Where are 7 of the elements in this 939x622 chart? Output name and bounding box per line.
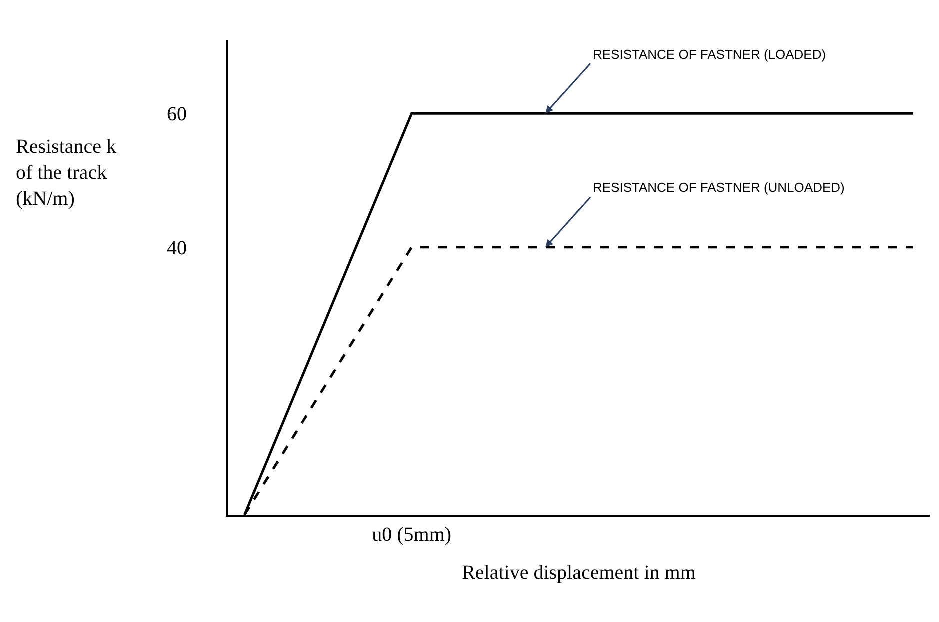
y-tick-label: 60 [167,104,187,126]
annotation: RESISTANCE OF FASTNER (LOADED) [593,47,826,62]
annotation: RESISTANCE OF FASTNER (UNLOADED) [593,180,845,195]
y-axis-title: Resistance k of the track (kN/m) [16,136,117,210]
x-axis-title: Relative displacement in mm [462,562,696,584]
y-tick-label: 40 [167,237,187,260]
x-tick-label: u0 (5mm) [372,524,452,546]
